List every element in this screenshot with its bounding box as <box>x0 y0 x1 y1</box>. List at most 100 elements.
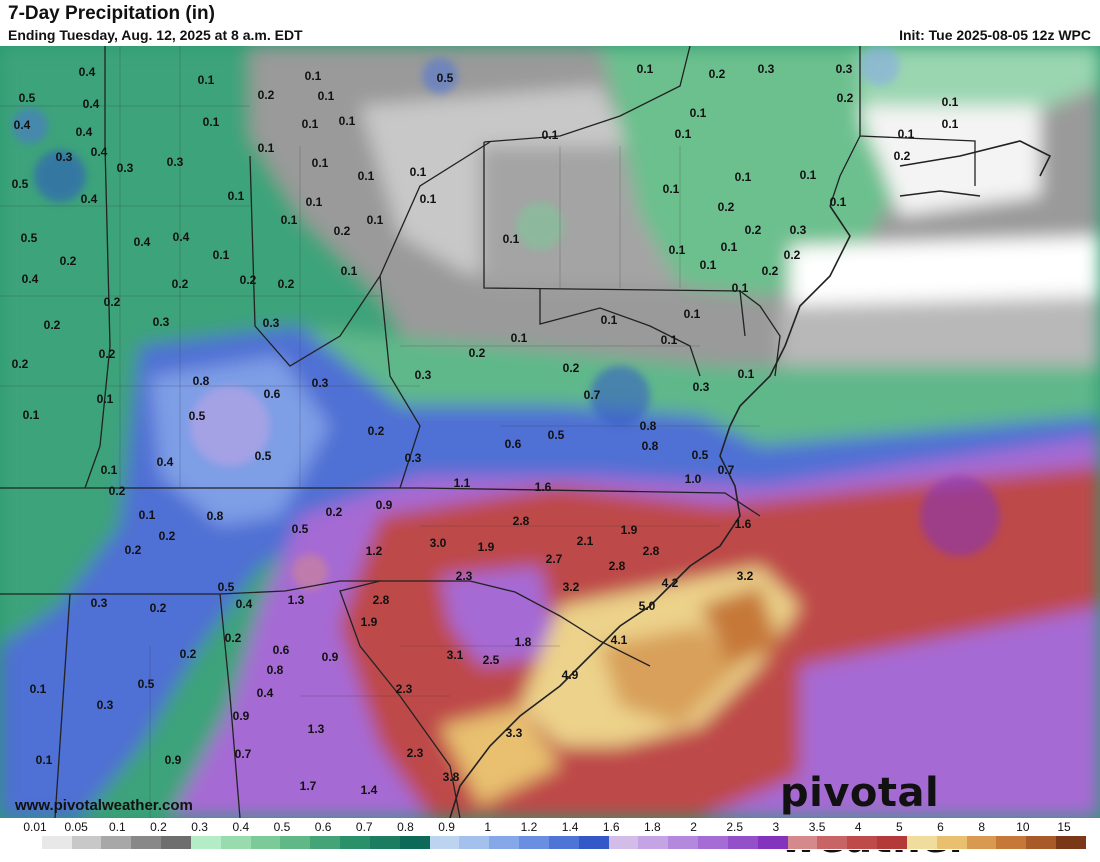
legend-tick-label: 0.5 <box>273 820 291 834</box>
precip-value-label: 4.1 <box>611 633 628 647</box>
precip-value-label: 0.4 <box>134 235 151 249</box>
legend-swatch <box>787 836 818 849</box>
precip-value-label: 0.2 <box>278 277 295 291</box>
precip-value-label: 0.3 <box>790 223 807 237</box>
precip-texture <box>12 46 1000 590</box>
precip-value-label: 2.5 <box>483 653 500 667</box>
legend-swatch <box>12 836 42 849</box>
precip-value-label: 4.2 <box>662 576 679 590</box>
precip-value-label: 1.3 <box>308 722 325 736</box>
precip-value-label: 0.3 <box>117 161 134 175</box>
precip-value-label: 0.4 <box>91 145 108 159</box>
precip-value-label: 3.8 <box>443 770 460 784</box>
legend-swatch <box>936 836 967 849</box>
legend-tick-label: 0.01 <box>23 820 47 834</box>
precip-value-label: 0.3 <box>91 596 108 610</box>
legend-swatch <box>310 836 341 849</box>
precip-value-label: 0.1 <box>898 127 915 141</box>
precip-value-label: 0.1 <box>341 264 358 278</box>
precip-value-label: 5.0 <box>639 599 656 613</box>
coastline <box>449 140 1052 818</box>
precip-value-label: 4.9 <box>562 668 579 682</box>
precip-value-label: 0.2 <box>109 484 126 498</box>
legend-swatch <box>429 836 460 849</box>
precip-value-label: 0.5 <box>548 428 565 442</box>
precip-value-label: 0.2 <box>172 277 189 291</box>
precip-value-label: 0.3 <box>312 376 329 390</box>
legend-tick-label: 1.4 <box>561 820 579 834</box>
legend-swatch <box>608 836 639 849</box>
legend-swatch <box>847 836 878 849</box>
precip-value-label: 0.1 <box>503 232 520 246</box>
precip-value-label: 0.5 <box>437 71 454 85</box>
precip-value-label: 0.1 <box>942 95 959 109</box>
precip-value-label: 0.1 <box>735 170 752 184</box>
precip-value-label: 0.3 <box>97 698 114 712</box>
legend-tick-label: 1.2 <box>520 820 538 834</box>
color-legend: 0.01 0.05 0.1 0.2 0.3 0.4 0.5 0.6 0.7 0.8 0.9 1 1.2 1… <box>0 818 1100 850</box>
precip-value-label: 0.2 <box>60 254 77 268</box>
precip-value-label: 0.1 <box>542 128 559 142</box>
precip-value-label: 0.1 <box>139 508 156 522</box>
precipitation-map[interactable]: 0.4 0.5 0.4 0.4 0.4 0.3 0.4 0.3 0.5 0.4 0.3 0.1 0.2 0… <box>0 46 1100 818</box>
legend-tick-label: 5 <box>896 820 903 834</box>
precip-value-label: 0.1 <box>258 141 275 155</box>
precip-value-label: 0.1 <box>23 408 40 422</box>
precip-value-label: 0.1 <box>302 117 319 131</box>
precip-value-label: 0.8 <box>207 509 224 523</box>
precip-value-label: 0.1 <box>30 682 47 696</box>
precip-value-label: 0.3 <box>167 155 184 169</box>
legend-tick-label: 0.05 <box>64 820 88 834</box>
precip-value-label: 0.5 <box>255 449 272 463</box>
website-url[interactable]: www.pivotalweather.com <box>15 797 193 814</box>
legend-tick-label: 3.5 <box>808 820 826 834</box>
precip-value-label: 3.2 <box>737 569 754 583</box>
precip-value-label: 0.2 <box>709 67 726 81</box>
legend-tick-label: 2 <box>690 820 697 834</box>
precip-value-label: 0.1 <box>36 753 53 767</box>
legend-swatch <box>161 836 191 849</box>
precip-fill <box>0 46 1100 818</box>
precip-value-label: 0.4 <box>157 455 174 469</box>
precip-value-label: 0.2 <box>125 543 142 557</box>
legend-color-bar <box>12 836 1086 849</box>
precip-value-label: 0.1 <box>511 331 528 345</box>
precip-value-label: 0.5 <box>12 177 29 191</box>
map-canvas: 0.40.5 0.40.4 0.40.3 0.40.30.50.40.30.10.20… <box>0 46 1100 818</box>
precip-value-label: 0.3 <box>153 315 170 329</box>
legend-tick-label: 0.8 <box>397 820 414 834</box>
precip-value-label: 0.1 <box>101 463 118 477</box>
precip-value-label: 0.2 <box>718 200 735 214</box>
precip-value-label: 0.1 <box>410 165 427 179</box>
legend-tick-label: 0.2 <box>150 820 167 834</box>
precip-value-label: 0.1 <box>358 169 375 183</box>
precip-value-label: 0.5 <box>292 522 309 536</box>
county-lines <box>0 46 760 818</box>
precip-value-label: 0.8 <box>640 419 657 433</box>
precip-value-label: 0.7 <box>584 388 601 402</box>
precip-value-label: 0.2 <box>469 346 486 360</box>
precip-value-label: 0.3 <box>693 380 710 394</box>
precip-value-label: 0.1 <box>830 195 847 209</box>
precip-value-label: 2.8 <box>609 559 626 573</box>
precip-value-label: 0.1 <box>637 62 654 76</box>
precip-value-label: 0.9 <box>233 709 250 723</box>
precip-value-label: 0.2 <box>104 295 121 309</box>
precip-value-label: 0.4 <box>22 272 39 286</box>
precip-value-label: 0.3 <box>836 62 853 76</box>
precip-value-label: 0.2 <box>784 248 801 262</box>
legend-tick-label: 0.3 <box>191 820 208 834</box>
legend-tick-label: 1 <box>484 820 492 834</box>
precip-value-label: 0.1 <box>305 69 322 83</box>
precip-value-label: 0.1 <box>339 114 356 128</box>
precip-value-label: 0.1 <box>97 392 114 406</box>
legend-tick-label: 1.8 <box>644 820 661 834</box>
precip-value-label: 2.3 <box>456 569 473 583</box>
legend-tick-label: 2.5 <box>726 820 744 834</box>
legend-tick-label: 8 <box>978 820 986 834</box>
precip-value-label: 0.5 <box>692 448 709 462</box>
legend-tick-label: 0.4 <box>232 820 250 834</box>
legend-swatch <box>906 836 937 849</box>
precip-value-label: 2.8 <box>513 514 530 528</box>
precip-value-label: 0.1 <box>203 115 220 129</box>
